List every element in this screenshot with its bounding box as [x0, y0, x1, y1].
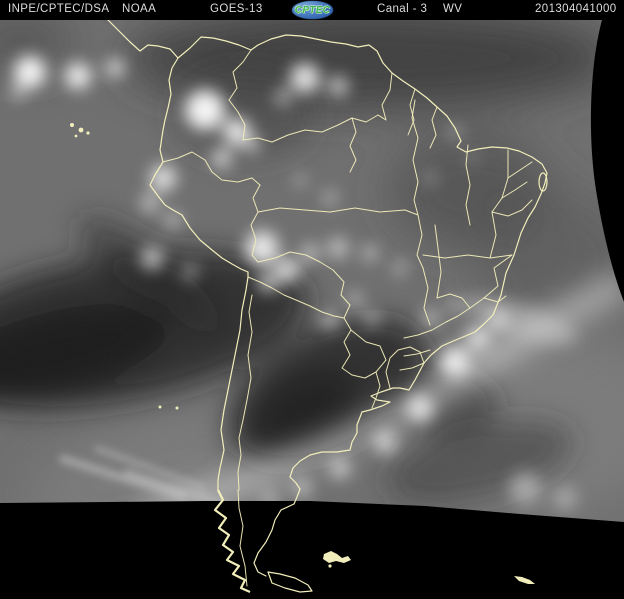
chile-argentina-border — [237, 294, 253, 491]
falkland-islands — [323, 551, 351, 568]
coastline-east — [107, 19, 548, 577]
timestamp-label: 201304041000 — [535, 3, 617, 15]
band-label: WV — [443, 3, 463, 15]
tierra-del-fuego — [267, 571, 313, 593]
boundary-overlay — [70, 19, 548, 594]
noaa-label: NOAA — [122, 3, 157, 15]
satellite-label: GOES-13 — [210, 3, 263, 15]
islands — [70, 123, 548, 584]
scan-edge-bottom — [0, 501, 624, 594]
scan-edge-right — [590, 20, 624, 302]
coastline-west — [149, 57, 249, 491]
agency-label: INPE/CPTEC/DSA — [8, 3, 110, 15]
cptec-logo-icon: CPTEC — [292, 1, 333, 19]
cptec-logo-text: CPTEC — [294, 4, 331, 16]
south-georgia — [514, 576, 535, 584]
satellite-map — [0, 8, 624, 594]
andes-border-south — [237, 489, 248, 587]
header-bar: INPE/CPTEC/DSA NOAA GOES-13 CPTEC Canal … — [0, 0, 624, 20]
patagonia-fjords — [213, 489, 251, 594]
channel-label: Canal - 3 — [377, 3, 428, 15]
